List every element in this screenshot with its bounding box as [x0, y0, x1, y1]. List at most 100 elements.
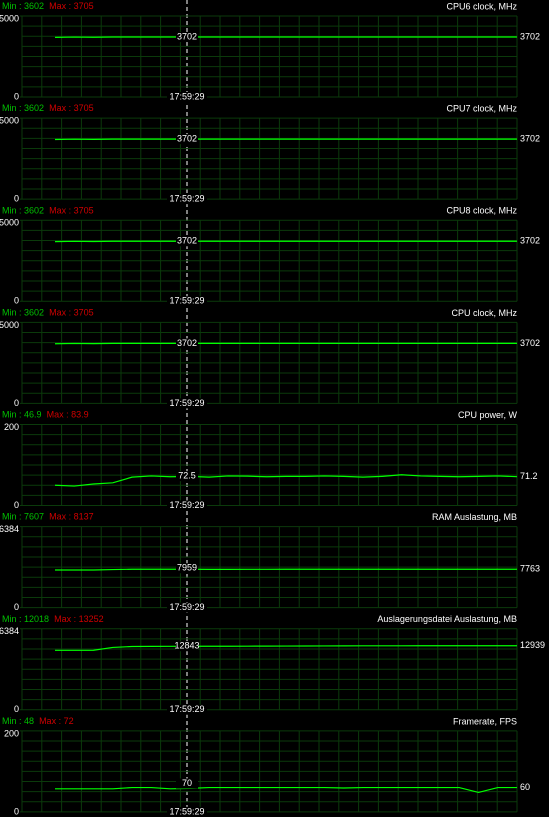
min-value: 3602 [24, 206, 44, 216]
cursor-time: 17:59:29 [169, 194, 204, 204]
data-line [54, 474, 518, 487]
cursor-value: 3702 [177, 338, 197, 348]
min-value: 48 [24, 716, 34, 726]
cursor-time: 17:59:29 [169, 704, 204, 714]
max-label: Max : [49, 1, 71, 11]
min-label: Min : [2, 512, 22, 522]
max-label: Max : [49, 206, 71, 216]
min-value: 3602 [24, 104, 44, 114]
max-value: 83.9 [71, 410, 89, 420]
y-tick-label: 5000 [0, 116, 19, 126]
cursor-value: 3702 [177, 31, 197, 41]
current-value: 3702 [520, 236, 540, 246]
y-tick-label: 200 [4, 422, 19, 432]
time-bg [167, 500, 207, 511]
max-value: 3705 [74, 104, 94, 114]
y-tick-label: 0 [14, 602, 19, 612]
current-value: 3702 [520, 31, 540, 41]
current-value: 3702 [520, 338, 540, 348]
y-tick-label: 0 [14, 704, 19, 714]
cursor-time: 17:59:29 [169, 91, 204, 101]
min-label: Min : [2, 206, 22, 216]
y-tick-label: 16384 [0, 626, 19, 636]
min-label: Min : [2, 716, 22, 726]
max-value: 3705 [74, 1, 94, 11]
min-value: 7607 [24, 512, 44, 522]
min-text: Min : 46.9 Max : 83.9 [2, 410, 89, 420]
time-bg [167, 296, 207, 307]
max-value: 3705 [74, 308, 94, 318]
max-label: Max : [39, 716, 61, 726]
time-bg [167, 194, 207, 205]
max-value: 8137 [74, 512, 94, 522]
time-bg [167, 806, 207, 817]
min-value: 12018 [24, 614, 49, 624]
cursor-value-bg [176, 563, 198, 574]
max-value: 13252 [79, 614, 104, 624]
cursor-time: 17:59:29 [169, 602, 204, 612]
panel-title: CPU6 clock, MHz [446, 1, 517, 11]
max-label: Max : [54, 614, 76, 624]
y-tick-label: 0 [14, 806, 19, 816]
cursor-value-bg [176, 641, 198, 652]
panel-title: CPU power, W [458, 410, 518, 420]
cursor-time: 17:59:29 [169, 296, 204, 306]
min-label: Min : [2, 410, 22, 420]
cursor-value-bg [176, 32, 198, 43]
min-label: Min : [2, 614, 22, 624]
y-tick-label: 0 [14, 500, 19, 510]
min-label: Min : [2, 308, 22, 318]
cursor-value-bg [176, 134, 198, 145]
max-label: Max : [49, 512, 71, 522]
cursor-value: 7959 [177, 563, 197, 573]
panel-title: CPU8 clock, MHz [446, 206, 517, 216]
min-text: Min : 3602 Max : 3705 [2, 104, 94, 114]
cursor-value-bg [176, 471, 198, 482]
y-tick-label: 0 [14, 194, 19, 204]
current-value: 71.2 [520, 471, 538, 481]
min-text: Min : 7607 Max : 8137 [2, 512, 94, 522]
max-value: 72 [64, 716, 74, 726]
cursor-value: 3702 [177, 236, 197, 246]
time-bg [167, 602, 207, 613]
min-value: 3602 [24, 1, 44, 11]
current-value: 3702 [520, 134, 540, 144]
min-value: 46.9 [24, 410, 42, 420]
min-text: Min : 3602 Max : 3705 [2, 308, 94, 318]
min-text: Min : 3602 Max : 3705 [2, 1, 94, 11]
y-tick-label: 0 [14, 296, 19, 306]
current-value: 60 [520, 782, 530, 792]
panel-title: Framerate, FPS [453, 716, 517, 726]
cursor-value: 3702 [177, 134, 197, 144]
time-bg [167, 92, 207, 102]
y-tick-label: 200 [4, 728, 19, 738]
cursor-time: 17:59:29 [169, 500, 204, 510]
cursor-value: 12843 [174, 641, 199, 651]
data-line [55, 786, 517, 794]
panel-title: Auslagerungsdatei Auslastung, MB [377, 614, 517, 624]
max-label: Max : [47, 410, 69, 420]
min-text: Min : 48 Max : 72 [2, 716, 74, 726]
min-text: Min : 12018 Max : 13252 [2, 614, 104, 624]
time-bg [167, 704, 207, 715]
cursor-value: 72.5 [178, 471, 196, 481]
y-tick-label: 0 [14, 398, 19, 408]
max-label: Max : [49, 308, 71, 318]
y-tick-label: 16384 [0, 524, 19, 534]
cursor-time: 17:59:29 [169, 806, 204, 816]
max-value: 3705 [74, 206, 94, 216]
cursor-value-bg [176, 338, 198, 349]
time-bg [167, 398, 207, 409]
data-line [55, 645, 517, 651]
panel-title: CPU clock, MHz [451, 308, 517, 318]
panel-title: RAM Auslastung, MB [432, 512, 517, 522]
y-tick-label: 5000 [0, 218, 19, 228]
min-label: Min : [2, 104, 22, 114]
current-value: 7763 [520, 564, 540, 574]
cursor-value-bg [176, 778, 198, 789]
y-tick-label: 5000 [0, 13, 19, 23]
cursor-value-bg [176, 236, 198, 247]
max-label: Max : [49, 104, 71, 114]
